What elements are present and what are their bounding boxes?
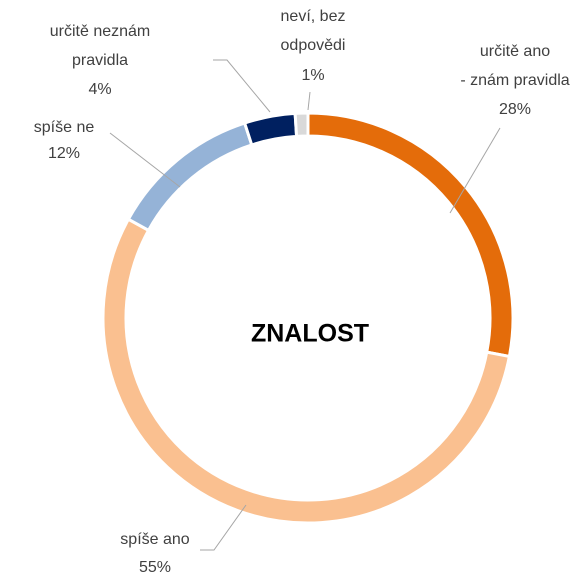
slice-label: spíše ano (120, 531, 189, 548)
leader-line (449, 127, 501, 214)
slice-label: určitě neznám pravidla (50, 23, 151, 69)
slice-label: neví, bez odpovědi (281, 8, 346, 54)
leader-line (200, 504, 247, 551)
value-label: 12% (48, 145, 80, 162)
donut-slice (293, 111, 310, 138)
value-label: 4% (88, 81, 111, 98)
value-label: 55% (139, 559, 171, 575)
leader-line (213, 59, 271, 113)
slice-label: spíše ne (34, 119, 95, 136)
leader-line (109, 132, 181, 188)
value-label: 1% (301, 67, 324, 84)
value-label: 28% (499, 101, 531, 118)
donut-slice (242, 111, 299, 147)
center-label: ZNALOST (251, 320, 369, 348)
donut-slice (101, 217, 512, 525)
slice-label: určitě ano - znám pravidla (460, 43, 569, 89)
donut-slice (126, 121, 254, 233)
leader-line (307, 91, 311, 111)
